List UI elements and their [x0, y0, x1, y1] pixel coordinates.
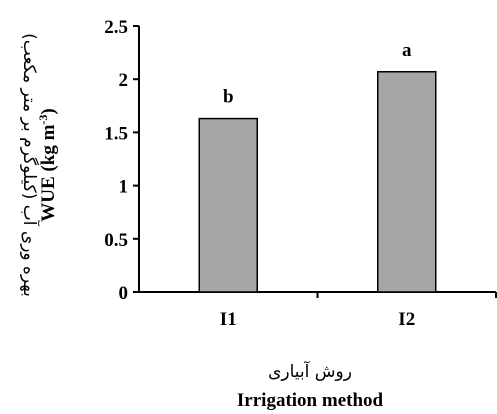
y-tick-label: 0.5 [104, 230, 128, 251]
y-tick-label: 0 [119, 283, 129, 304]
bar [198, 117, 258, 293]
y-tick-label: 2.5 [104, 17, 128, 38]
x-axis-title-english: Irrigation method [237, 390, 384, 411]
y-tick-label: 2 [119, 70, 129, 91]
y-tick-label: 1.5 [104, 123, 128, 144]
plot-area: 0 0.5 1 1.5 2 2.5 b I1 a I2 [104, 17, 497, 330]
bar-data-label: a [402, 40, 412, 61]
y-axis-title-superscript: -3 [36, 115, 50, 125]
x-axis-title-persian: روش آبیاری [268, 360, 352, 382]
bar-data-label: b [223, 87, 234, 108]
y-axis-title-end: ) [38, 108, 59, 114]
y-axis-title-persian: بهره وری آب (کیلوگرم بر متر مکعب) [19, 33, 41, 297]
bar [377, 71, 437, 293]
y-axis-title-english: WUE (kg m-3) [36, 108, 59, 221]
y-tick-label: 1 [119, 177, 129, 198]
x-tick-label: I2 [398, 309, 415, 330]
x-tick-label: I1 [220, 309, 237, 330]
y-axis-title-main: WUE (kg m [38, 124, 59, 221]
